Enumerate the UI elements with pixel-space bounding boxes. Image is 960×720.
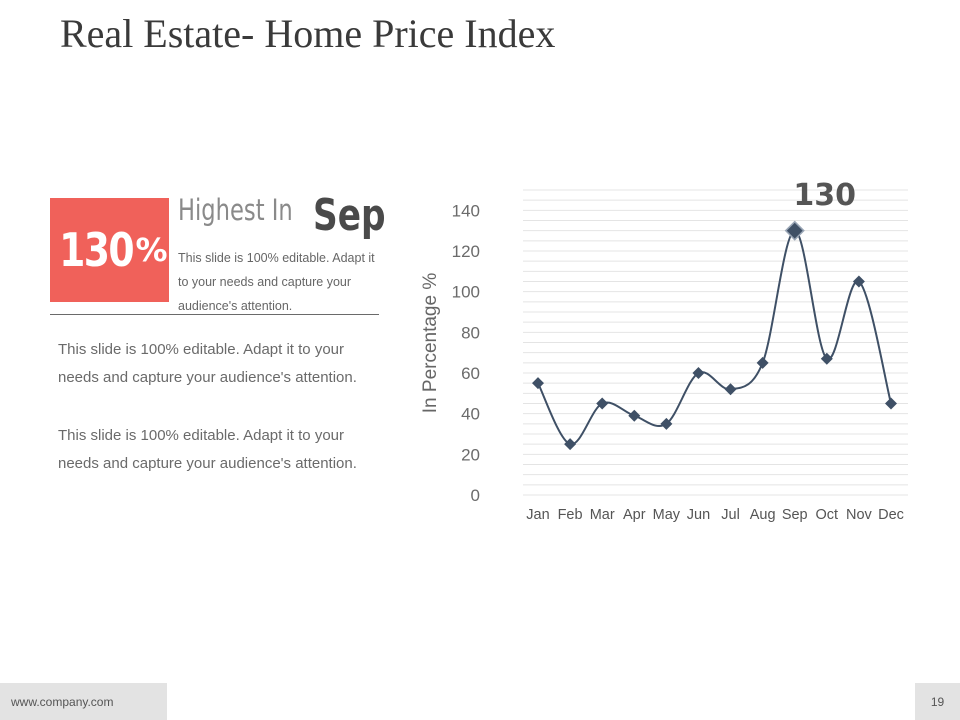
y-tick-label: 60 [461, 364, 480, 383]
data-point-jan [532, 377, 544, 390]
x-tick-label-apr: Apr [623, 507, 646, 523]
x-tick-label-may: May [653, 507, 681, 523]
data-point-apr [628, 409, 641, 422]
data-point-mar [596, 397, 609, 410]
x-axis-ticks: Jan Feb Mar Apr May Jun Jul Aug Sep Oct Nov Dec [526, 507, 904, 523]
body-paragraph-1: This slide is 100% editable. Adapt it to… [58, 341, 357, 386]
chart-gridlines [523, 189, 908, 496]
highlight-heading-month: Sep [313, 190, 386, 241]
y-axis-ticks: 0 20 40 60 80 100 120 140 [452, 201, 480, 505]
x-tick-label-aug: Aug [750, 507, 776, 523]
highlight-description: This slide is 100% editable. Adapt it to… [178, 251, 375, 313]
y-tick-label: 80 [461, 323, 480, 342]
slide-title: Real Estate- Home Price Index [60, 11, 556, 56]
highlight-heading: Highest In Sep [178, 190, 386, 241]
highlight-stat-value: 130 [59, 223, 135, 277]
x-tick-label-dec: Dec [878, 507, 904, 523]
y-tick-label: 20 [461, 445, 480, 464]
page-number: 19 [915, 683, 960, 720]
highlight-stat-box: 130% [50, 198, 169, 302]
y-tick-label: 100 [452, 283, 480, 302]
y-tick-label: 120 [452, 242, 480, 261]
y-tick-label: 0 [471, 486, 480, 505]
highlight-stat-unit: % [135, 231, 168, 269]
highlight-heading-prefix: Highest In [178, 193, 293, 227]
x-tick-label-jul: Jul [721, 507, 740, 523]
x-tick-label-sep: Sep [782, 507, 808, 523]
data-point-aug [756, 356, 769, 369]
x-tick-label-feb: Feb [558, 507, 583, 523]
x-tick-label-jan: Jan [526, 507, 549, 523]
y-axis-label: In Percentage % [420, 273, 441, 414]
y-tick-label: 40 [461, 405, 480, 424]
divider [50, 314, 379, 315]
x-tick-label-oct: Oct [816, 507, 839, 523]
data-point-sep [784, 220, 805, 241]
data-point-oct [820, 352, 833, 365]
footer-url: www.company.com [0, 683, 167, 720]
peak-annotation: 130 [793, 178, 856, 213]
body-paragraph-2: This slide is 100% editable. Adapt it to… [58, 427, 357, 472]
data-point-jul [724, 383, 737, 396]
series-markers [532, 220, 897, 451]
x-tick-label-nov: Nov [846, 507, 873, 523]
data-point-may [660, 417, 673, 430]
data-point-dec [885, 397, 897, 410]
data-point-nov [852, 275, 865, 288]
x-tick-label-mar: Mar [590, 507, 615, 523]
y-tick-label: 140 [452, 201, 480, 220]
series-line [537, 229, 892, 446]
data-point-feb [564, 438, 577, 451]
data-point-jun [692, 367, 705, 379]
line-chart: 0 20 40 60 80 100 120 140 In Percentage % Jan Fe… [420, 178, 908, 523]
x-tick-label-jun: Jun [687, 507, 710, 523]
